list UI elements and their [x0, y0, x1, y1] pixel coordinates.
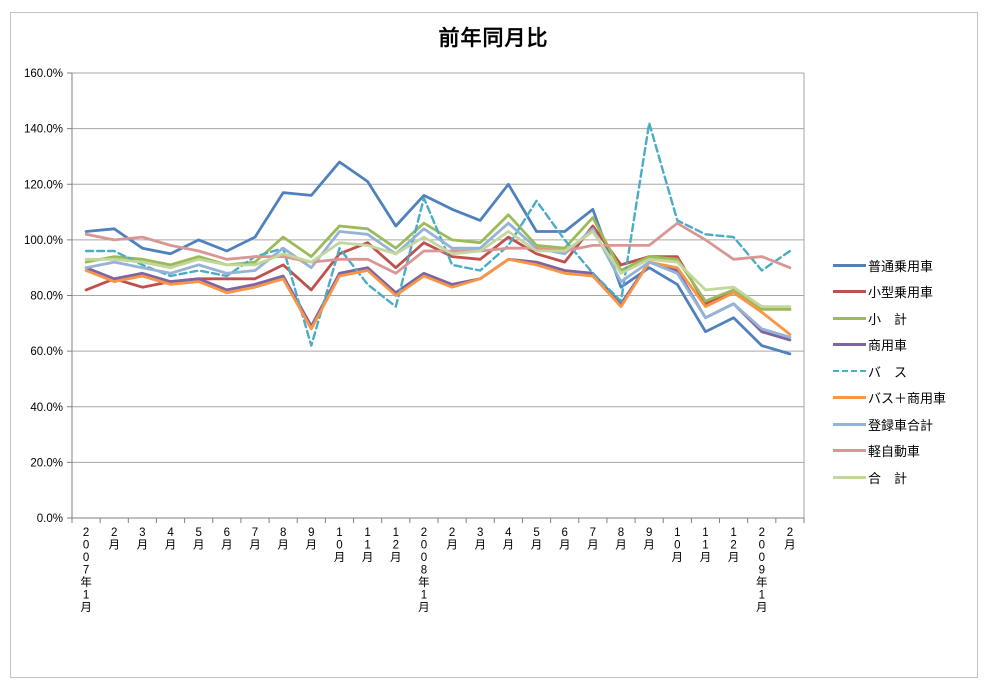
- legend-item: 小型乗用車: [833, 279, 983, 306]
- series-line-9: [84, 230, 792, 309]
- legend-label: 普通乗用車: [868, 258, 934, 274]
- legend-line-swatch-icon: [833, 422, 866, 426]
- legend-label: 商用車: [868, 338, 908, 354]
- series-line-7: [84, 221, 792, 339]
- legend-label: バス＋商用車: [868, 391, 947, 407]
- series-line-6: [84, 257, 792, 336]
- legend: 普通乗用車小型乗用車小 計商用車バ スバス＋商用車 登録車合計軽自動車合 計: [833, 252, 983, 491]
- legend-line-swatch-icon: [833, 475, 866, 479]
- legend-item: 普通乗用車: [833, 252, 983, 279]
- legend-label: 合 計: [868, 470, 908, 486]
- series-line-8: [84, 221, 792, 275]
- y-axis-label: 160.0%: [24, 68, 63, 80]
- legend-line-swatch-icon: [833, 370, 866, 373]
- series-line-5: [84, 121, 792, 347]
- y-axis-label: 0.0%: [37, 513, 63, 525]
- y-axis-label: 140.0%: [24, 124, 63, 136]
- series-line-4: [84, 257, 792, 342]
- legend-label: 軽自動車: [868, 444, 921, 460]
- legend-item: 商用車: [833, 332, 983, 359]
- y-axis-label: 120.0%: [24, 179, 63, 191]
- legend-line-swatch-icon: [833, 449, 866, 453]
- legend-label: 登録車合計: [868, 417, 934, 433]
- chart-border: [10, 12, 978, 678]
- legend-label: 小型乗用車: [868, 285, 934, 301]
- legend-line-swatch-icon: [833, 343, 866, 347]
- chart-title: 前年同月比: [438, 27, 549, 50]
- series-line-1: [84, 160, 792, 356]
- legend-item: 小 計: [833, 305, 983, 332]
- legend-label: バ ス: [868, 364, 908, 380]
- legend-line-swatch-icon: [833, 396, 866, 400]
- legend-item: バ ス: [833, 358, 983, 385]
- y-axis-label: 60.0%: [30, 346, 63, 358]
- legend-line-swatch-icon: [833, 316, 866, 320]
- legend-line-swatch-icon: [833, 263, 866, 267]
- y-axis-label: 40.0%: [30, 402, 63, 414]
- legend-label: 小 計: [868, 311, 908, 327]
- y-axis-label: 80.0%: [30, 291, 63, 303]
- legend-item: 合 計: [833, 464, 983, 491]
- legend-item: 軽自動車: [833, 438, 983, 465]
- legend-item: 登録車合計: [833, 411, 983, 438]
- y-axis-label: 20.0%: [30, 457, 63, 469]
- legend-item: バス＋商用車: [833, 385, 983, 412]
- y-axis-label: 100.0%: [24, 235, 63, 247]
- legend-line-swatch-icon: [833, 290, 866, 294]
